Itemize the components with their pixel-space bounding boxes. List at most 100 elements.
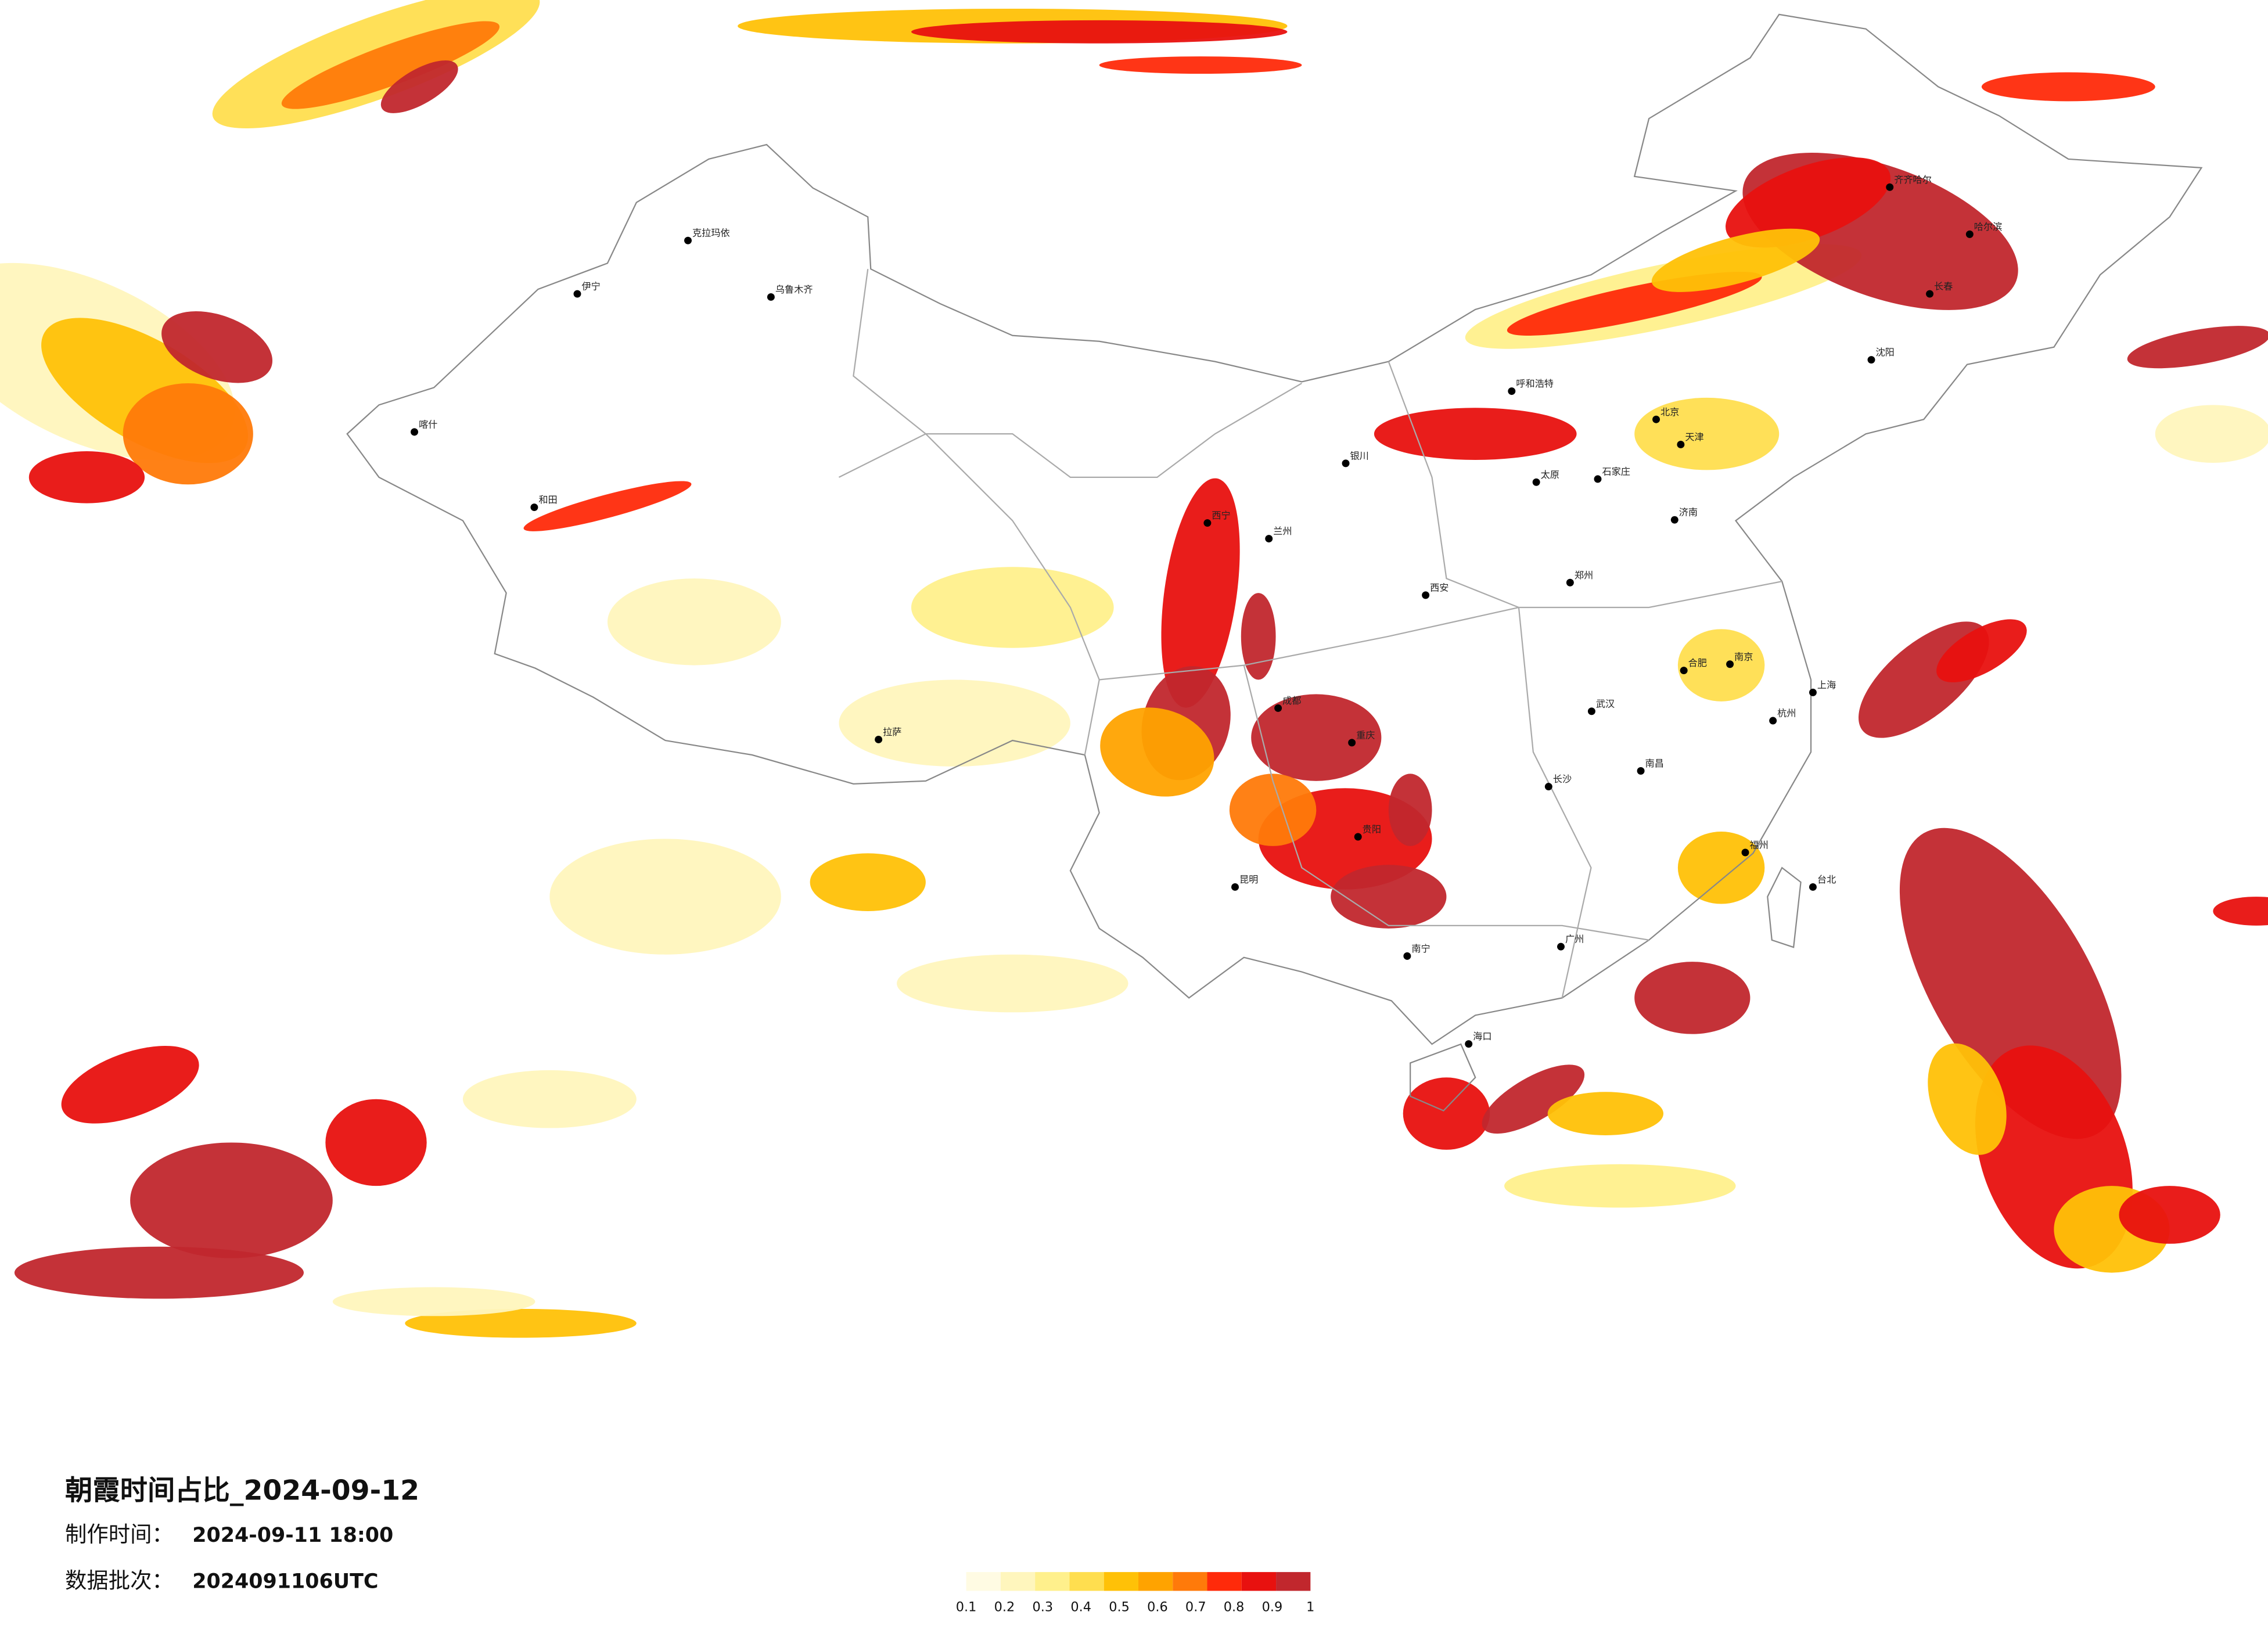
- city-label: 伊宁: [581, 281, 600, 292]
- cloud-patch: [2213, 897, 2268, 926]
- colorbar-tick-label: 0.3: [1033, 1599, 1054, 1614]
- city-label: 南京: [1734, 651, 1753, 662]
- city-label: 成都: [1282, 695, 1301, 706]
- city-dot: [1203, 519, 1212, 527]
- patch-layer: [0, 0, 2268, 1338]
- city-label: 西宁: [1212, 510, 1230, 521]
- city-dot: [411, 428, 418, 436]
- province-line: [1099, 581, 1782, 681]
- province-line: [853, 269, 1302, 478]
- city-dot: [1231, 883, 1239, 891]
- colorbar-tick-label: 0.8: [1224, 1599, 1245, 1614]
- colorbar-cell: [1000, 1572, 1036, 1591]
- city-dot: [1465, 1040, 1473, 1048]
- cloud-patch: [1547, 1092, 1663, 1135]
- city-dot: [767, 293, 775, 301]
- city-label: 台北: [1817, 874, 1836, 885]
- cloud-patch: [1099, 56, 1302, 74]
- city-label: 广州: [1565, 934, 1584, 945]
- city-dot: [684, 236, 692, 244]
- city-dot: [1677, 440, 1685, 448]
- city-dot: [1926, 290, 1934, 298]
- cloud-patch: [607, 578, 781, 665]
- cloud-patch: [523, 481, 692, 531]
- colorbar-tick-label: 0.4: [1070, 1599, 1091, 1614]
- city-label: 沈阳: [1875, 347, 1894, 358]
- city-dot: [1274, 704, 1282, 712]
- city-label: 拉萨: [883, 726, 901, 738]
- colorbar-tick-label: 0.5: [1109, 1599, 1130, 1614]
- city-label: 贵阳: [1363, 824, 1381, 835]
- colorbar-tick-label: 1: [1306, 1599, 1314, 1614]
- cloud-patch: [549, 839, 781, 955]
- cloud-patch: [1504, 1164, 1736, 1208]
- cloud-patch: [810, 853, 926, 911]
- cloud-patch: [897, 954, 1128, 1013]
- cloud-patch: [1981, 72, 2155, 102]
- colorbar: 0.1 0.2 0.3 0.4 0.5 0.6 0.7 0.8 0.9 1: [956, 1572, 1314, 1614]
- city-dot: [1867, 356, 1875, 364]
- city-dot: [1403, 952, 1411, 960]
- city-label: 西安: [1430, 582, 1448, 593]
- city-dot: [1670, 516, 1678, 524]
- cloud-patch: [1251, 694, 1382, 781]
- cloud-patch: [2127, 326, 2268, 369]
- china-border: [346, 13, 2203, 1045]
- colorbar-cell: [1035, 1572, 1070, 1591]
- city-dot: [573, 290, 581, 298]
- colorbar-tick-label: 0.1: [956, 1599, 977, 1614]
- cloud-patch: [1634, 397, 1780, 470]
- city-label: 昆明: [1239, 874, 1258, 885]
- city-dot: [1342, 459, 1350, 467]
- city-dot: [1809, 688, 1817, 696]
- city-dot: [530, 503, 538, 512]
- province-line: [838, 433, 1100, 756]
- cloud-patch: [911, 20, 1288, 44]
- cloud-patch: [1858, 621, 1989, 738]
- cloud-patch: [462, 1070, 637, 1128]
- cloud-patch: [1634, 962, 1751, 1034]
- city-dot: [1680, 667, 1688, 675]
- city-label: 天津: [1685, 431, 1703, 443]
- city-dot: [1637, 767, 1645, 775]
- city-dot: [1544, 783, 1552, 790]
- city-dot: [1726, 660, 1734, 668]
- city-dot: [1508, 387, 1516, 395]
- city-label: 南宁: [1411, 943, 1430, 954]
- cloud-patch: [332, 1287, 535, 1316]
- colorbar-cell: [1069, 1572, 1104, 1591]
- city-label: 喀什: [419, 419, 437, 430]
- city-dot: [1965, 230, 1974, 238]
- batch-label: 数据批次：: [65, 1568, 174, 1593]
- city-dot: [1652, 415, 1660, 423]
- cloud-patch: [325, 1099, 427, 1186]
- cloud-patch: [1374, 408, 1577, 460]
- cloud-patch: [2155, 405, 2268, 463]
- colorbar-cell: [1138, 1572, 1173, 1591]
- city-label: 福州: [1749, 840, 1768, 851]
- city-label: 石家庄: [1602, 466, 1630, 477]
- city-dot: [1354, 833, 1362, 841]
- cloud-patch: [911, 567, 1114, 648]
- city-dot: [1809, 883, 1817, 891]
- made-time: 2024-09-11 18:00: [192, 1524, 393, 1547]
- cloud-patch: [1936, 619, 2027, 682]
- city-label: 兰州: [1273, 526, 1292, 537]
- cloud-patch: [1229, 774, 1317, 846]
- city-dot: [1422, 591, 1430, 599]
- city-label: 齐齐哈尔: [1894, 174, 1932, 185]
- cloud-patch: [61, 1046, 199, 1124]
- cloud-patch: [1677, 629, 1765, 702]
- cloud-patch: [2119, 1186, 2220, 1244]
- map-title: 朝霞时间占比_2024-09-12: [65, 1475, 419, 1507]
- province-line: [1388, 361, 1592, 998]
- cloud-patch: [1726, 157, 1891, 248]
- city-dot: [1769, 717, 1777, 725]
- cloud-patch: [1928, 1043, 2007, 1155]
- city-label: 济南: [1679, 507, 1698, 518]
- city-dot: [1741, 848, 1749, 857]
- colorbar-cell: [1207, 1572, 1242, 1591]
- city-label: 武汉: [1596, 698, 1615, 709]
